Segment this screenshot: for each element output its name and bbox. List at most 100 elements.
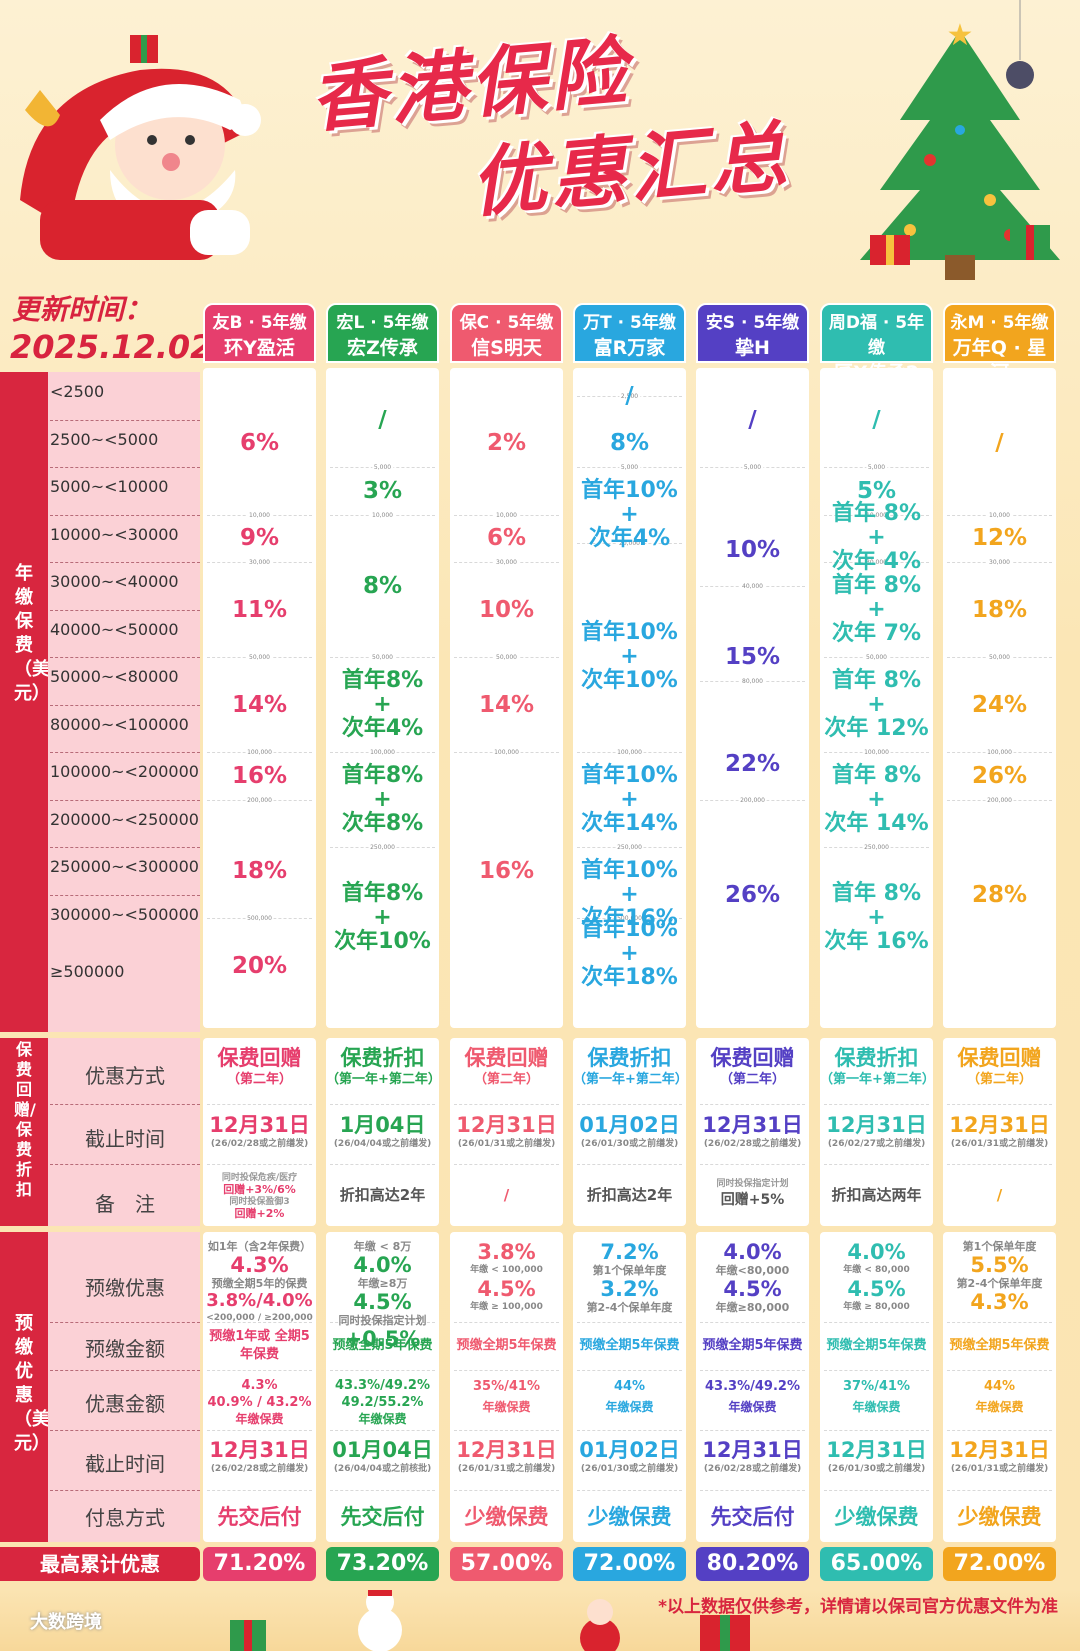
tier-value: 5%: [856, 477, 897, 504]
tier-boundary-label: 200,000: [985, 796, 1014, 804]
premium-tier: /: [696, 406, 809, 434]
discount-amount-cell: 43.3%/49.2% 年缴保费: [696, 1377, 809, 1417]
pay-method-cell: 先交后付: [696, 1502, 809, 1532]
tier-boundary: 250,000: [824, 844, 929, 852]
premium-tier: 16%: [203, 762, 316, 790]
prepay-line: 年缴 < 80,000: [843, 1265, 910, 1275]
tier-value: 8%: [362, 572, 403, 599]
row-separator: [577, 1430, 682, 1431]
tier-value: 首年8%: [341, 762, 424, 788]
pay-method: 先交后付: [710, 1505, 795, 1529]
row-separator: [454, 1370, 559, 1371]
tier-boundary: 2,500: [577, 392, 682, 400]
tier-value: 首年10%: [581, 762, 678, 788]
tier-boundary: 80,000: [700, 677, 805, 685]
deadline2: 12月31日: [702, 1438, 803, 1462]
watermark: 大数跨境: [30, 1612, 102, 1633]
row-separator: [824, 1430, 929, 1431]
row-separator: [330, 1164, 435, 1165]
row-separator: [824, 1322, 929, 1323]
pay-method: 先交后付: [340, 1505, 425, 1529]
tier-boundary-label: 2,500: [618, 392, 641, 400]
discount-method-cell: 保费折扣 （第一年+第二年）: [573, 1045, 688, 1089]
note-line: 折扣高达2年: [586, 1186, 673, 1204]
deadline2-cell: 12月31日 (26/01/31或之前缮发): [943, 1437, 1056, 1476]
company-name-1: 安S · 5年缴: [705, 313, 800, 333]
tier-boundary-label: 10,000: [864, 511, 889, 519]
range-label: ≥500000: [50, 962, 125, 981]
tier-boundary-label: 100,000: [985, 749, 1014, 757]
ornament-icon: [1006, 0, 1034, 89]
tier-boundary: 50,000: [207, 654, 312, 662]
pay-method-cell: 先交后付: [326, 1502, 439, 1532]
note-line: 回赠+3%/6%: [223, 1183, 296, 1196]
company-name-1: 保C · 5年缴: [459, 313, 554, 333]
prepay-line: 如1年（含2年保费）: [207, 1240, 312, 1253]
row-separator: [947, 1104, 1052, 1105]
premium-tier: 24%: [943, 691, 1056, 719]
premium-tier: 3%: [326, 477, 439, 505]
prepay-line: 5.5%: [970, 1253, 1029, 1277]
deadline2-sub: (26/01/31或之前缮发): [950, 1464, 1049, 1474]
discount-method-cell: 保费回赠 （第二年）: [203, 1045, 316, 1089]
tier-boundary: 250,000: [577, 844, 682, 852]
row-separator: [577, 1164, 682, 1165]
company-name-2: 环Y盈活: [224, 337, 295, 359]
row-separator: [207, 1490, 312, 1491]
row-separator: [454, 1430, 559, 1431]
note-cell: /: [450, 1184, 563, 1206]
discount-amount-line: 年缴保费: [728, 1400, 777, 1414]
rebate-column: [820, 1038, 933, 1226]
tier-value: /: [872, 406, 881, 433]
tier-value: /: [378, 406, 387, 433]
gift-icon: [1010, 225, 1050, 260]
premium-tier: 首年10% + 次年14%: [573, 762, 686, 836]
tier-boundary-label: 50,000: [370, 654, 395, 662]
label-max-discount: 最高累计优惠: [0, 1547, 200, 1581]
santa-icon: [20, 68, 261, 260]
pay-method-cell: 先交后付: [203, 1502, 316, 1532]
tier-value: 15%: [724, 644, 781, 670]
prepay-discount-cell: 第1个保单年度 5.5% 第2-4个保单年度 4.3%: [943, 1240, 1056, 1314]
discount-amount-line: 年缴保费: [605, 1400, 654, 1414]
tier-value: /: [995, 430, 1004, 457]
rebate-column: [203, 1038, 316, 1226]
prepay-line: 4.0%: [353, 1253, 412, 1277]
tier-boundary: 50,000: [454, 654, 559, 662]
row-separator: [330, 1370, 435, 1371]
note-cell: /: [943, 1184, 1056, 1206]
range-label: 2500~<5000: [50, 429, 159, 449]
label-deadline: 截止时间: [85, 1127, 165, 1151]
prepay-line: 同时投保指定计划: [338, 1314, 427, 1327]
tier-boundary-label: 5,000: [741, 464, 764, 472]
christmas-decoration: ★: [20, 0, 1060, 280]
tier-value: 首年8%: [341, 667, 424, 693]
company-header: 万T · 5年缴 富R万家: [573, 303, 686, 363]
note-cell: 折扣高达2年: [573, 1184, 686, 1206]
tier-value: +: [867, 691, 886, 717]
prepay-category-label: 预缴优惠（美元）: [14, 1313, 50, 1454]
rebate-category: 保费回赠/保费折扣: [0, 1038, 48, 1226]
range-label: 200000~<250000: [50, 809, 199, 829]
note-line: 回赠+2%: [234, 1207, 285, 1220]
deadline2-cell: 01月02日 (26/01/30或之前缮发): [573, 1437, 686, 1476]
tier-value: 24%: [971, 691, 1028, 718]
pay-method-cell: 少缴保费: [943, 1502, 1056, 1532]
pay-method: 少缴保费: [464, 1505, 549, 1529]
premium-category: 年缴保费（美元）: [0, 372, 50, 1032]
premium-tier: 26%: [943, 762, 1056, 790]
discount-method: 保费回赠: [710, 1046, 795, 1070]
company-header: 宏L · 5年缴 宏Z传承: [326, 303, 439, 363]
tier-boundary-label: 5,000: [618, 464, 641, 472]
prepay-amount-cell: 预缴全期5年保费: [820, 1337, 933, 1355]
deadline-sub: (26/01/31或之前缮发): [457, 1139, 556, 1149]
tier-value: 次年 14%: [824, 810, 929, 836]
company-name-1: 周D福 · 5年缴: [828, 313, 925, 358]
prepay-amount-cell: 预缴全期5年保费: [943, 1337, 1056, 1355]
prepay-line: 第2-4个保单年度: [586, 1301, 673, 1314]
prepay-line: 3.8%/4.0%: [206, 1290, 313, 1311]
prepay-amount: 预缴全期5年保费: [456, 1338, 557, 1353]
discount-method-sub: （第一年+第二年）: [820, 1072, 935, 1087]
range-label: 5000~<10000: [50, 477, 169, 496]
row-separator: [947, 1322, 1052, 1323]
